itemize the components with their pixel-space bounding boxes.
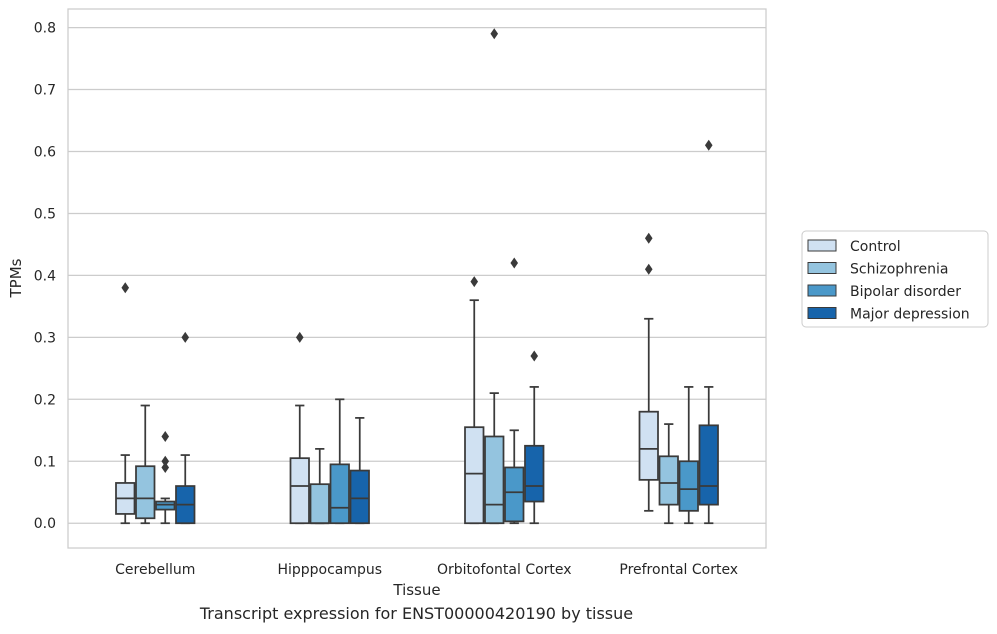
box-schizophrenia [309,447,330,525]
box-control [289,331,310,525]
box-major-depression [698,139,719,525]
box-bipolar-disorder [329,398,350,525]
outlier-point [161,430,170,442]
box-groups [115,28,719,525]
box-iqr [135,465,156,520]
legend-item: Bipolar disorder [807,284,961,300]
y-axis-ticks: 0.0 0.1 0.2 0.3 0.4 0.5 0.6 0.7 0.8 [34,21,56,533]
outlier-point [704,139,713,151]
box-iqr [309,483,330,525]
box-bipolar-disorder [155,430,176,525]
y-axis-label: TPMs [7,258,25,298]
box-group-orbitofontal-cortex [464,28,545,525]
box-iqr [329,463,350,525]
plot-frame [67,8,767,549]
box-iqr [698,424,719,506]
outlier-point [161,461,170,473]
box-control [115,282,136,525]
y-tick-label: 0.1 [34,454,56,470]
box-major-depression [175,331,196,525]
outlier-point [295,331,304,343]
grid-lines [68,26,766,524]
legend-label: Major depression [850,307,970,323]
legend-label: Control [850,239,901,255]
box-group-hipppocampus [289,331,370,525]
legend-label: Bipolar disorder [850,284,961,300]
box-iqr [155,500,176,511]
outlier-point [161,455,170,467]
y-tick-label: 0.7 [34,83,56,99]
legend-swatch [807,307,837,319]
box-iqr [289,457,310,525]
legend-item: Major depression [807,307,970,323]
outlier-point [530,350,539,362]
box-schizophrenia [484,28,505,525]
box-schizophrenia [135,404,156,525]
box-iqr [464,426,485,525]
x-tick-label: Hipppocampus [277,562,382,578]
y-tick-label: 0.4 [34,268,56,284]
box-major-depression [349,417,370,525]
y-tick-label: 0.2 [34,392,56,408]
legend-item: Control [807,239,901,255]
x-axis-ticks: Cerebellum Hipppocampus Orbitofontal Corte… [115,562,738,578]
box-bipolar-disorder [678,386,699,525]
box-iqr [524,444,545,503]
legend-item: Schizophrenia [807,262,948,278]
box-group-prefrontal-cortex [638,139,719,525]
x-axis-label: Tissue [392,581,440,599]
x-tick-label: Cerebellum [115,562,195,578]
box-iqr [638,410,659,481]
box-iqr [678,460,699,512]
box-iqr [349,469,370,525]
box-group-cerebellum [115,282,196,525]
y-tick-label: 0.0 [34,516,56,532]
box-schizophrenia [658,423,679,525]
outlier-point [470,276,479,288]
chart-caption: Transcript expression for ENST0000042019… [199,604,634,623]
outlier-point [644,232,653,244]
outlier-point [510,257,519,269]
x-tick-label: Orbitofontal Cortex [437,562,572,578]
y-tick-label: 0.8 [34,21,56,37]
outlier-point [644,263,653,275]
legend-swatch [807,262,837,274]
legend-swatch [807,239,837,252]
legend-label: Schizophrenia [850,262,948,278]
box-bipolar-disorder [504,257,525,525]
legend-swatch [807,284,837,297]
x-tick-label: Prefrontal Cortex [619,562,738,578]
y-tick-label: 0.5 [34,206,56,222]
outlier-point [181,331,190,343]
y-tick-label: 0.6 [34,144,56,160]
y-tick-label: 0.3 [34,330,56,346]
box-iqr [658,455,679,506]
box-iqr [484,435,505,525]
outlier-point [490,28,499,40]
outlier-point [121,282,130,294]
legend: Control Schizophrenia Bipolar disorder Majo… [801,230,989,328]
legend-frame [801,230,989,328]
box-control [638,232,659,512]
box-iqr [504,466,525,523]
box-control [464,276,485,525]
box-major-depression [524,350,545,525]
